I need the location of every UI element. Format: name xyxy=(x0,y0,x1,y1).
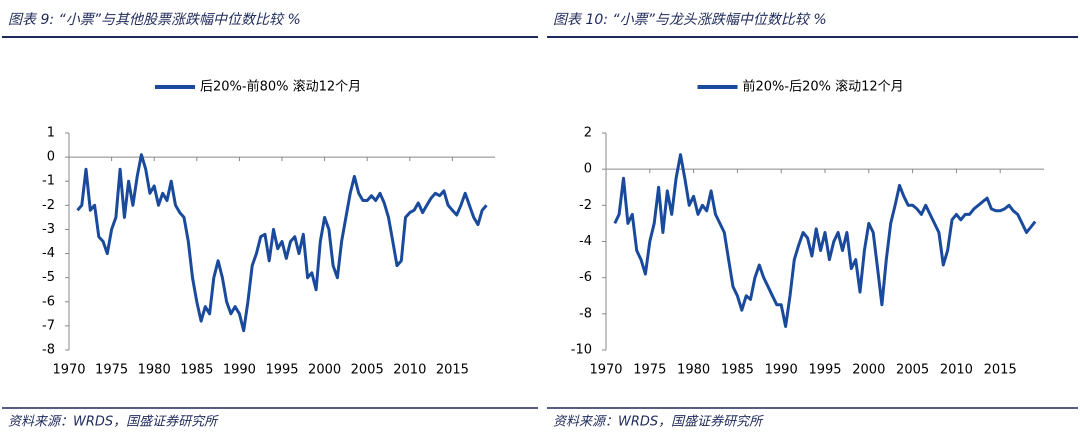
y-tick-label: -4 xyxy=(579,234,592,249)
legend-label: 后20%-前80% 滚动12个月 xyxy=(200,79,361,95)
y-tick-label: -6 xyxy=(579,270,592,285)
x-tick-label: 1970 xyxy=(52,363,85,378)
x-tick-label: 1995 xyxy=(808,363,841,378)
x-tick-label: 2000 xyxy=(852,363,885,378)
y-tick-label: -8 xyxy=(579,306,592,321)
chart-title: 图表 10: “小票”与龙头涨跌幅中位数比较 % xyxy=(553,12,827,28)
x-tick-label: 1975 xyxy=(95,363,128,378)
x-tick-label: 2010 xyxy=(393,363,426,378)
x-tick-label: 1980 xyxy=(677,363,710,378)
x-tick-label: 2015 xyxy=(436,363,469,378)
y-tick-label: -8 xyxy=(42,343,55,358)
x-tick-label: 1990 xyxy=(765,363,798,378)
y-tick-label: -6 xyxy=(42,294,55,309)
y-tick-label: -3 xyxy=(42,222,55,237)
x-tick-label: 1980 xyxy=(138,363,171,378)
y-tick-label: 0 xyxy=(584,162,592,177)
x-tick-label: 2000 xyxy=(308,363,341,378)
source: 资料来源：WRDS，国盛证券研究所 xyxy=(553,414,764,430)
y-tick-label: -2 xyxy=(42,198,55,213)
source: 资料来源：WRDS，国盛证券研究所 xyxy=(8,414,219,430)
x-tick-label: 1985 xyxy=(721,363,754,378)
y-tick-label: -1 xyxy=(42,174,55,189)
x-tick-label: 2015 xyxy=(984,363,1017,378)
y-tick-label: 0 xyxy=(47,150,55,165)
y-tick-label: 1 xyxy=(47,126,55,141)
series-line xyxy=(613,153,1037,328)
y-tick-label: 2 xyxy=(584,126,592,141)
legend-label: 前20%-后20% 滚动12个月 xyxy=(743,79,904,95)
y-tick-label: -4 xyxy=(42,246,55,261)
y-tick-label: -10 xyxy=(571,343,592,358)
x-tick-label: 1975 xyxy=(633,363,666,378)
series-line xyxy=(76,153,488,333)
x-tick-label: 2005 xyxy=(896,363,929,378)
x-tick-label: 1985 xyxy=(180,363,213,378)
x-tick-label: 2010 xyxy=(940,363,973,378)
x-tick-label: 1970 xyxy=(589,363,622,378)
y-tick-label: -5 xyxy=(42,270,55,285)
x-tick-label: 1990 xyxy=(223,363,256,378)
y-tick-label: -2 xyxy=(579,198,592,213)
x-tick-label: 2005 xyxy=(351,363,384,378)
x-tick-label: 1995 xyxy=(265,363,298,378)
y-tick-label: -7 xyxy=(42,318,55,333)
chart-title: 图表 9: “小票”与其他股票涨跌幅中位数比较 % xyxy=(8,12,301,28)
